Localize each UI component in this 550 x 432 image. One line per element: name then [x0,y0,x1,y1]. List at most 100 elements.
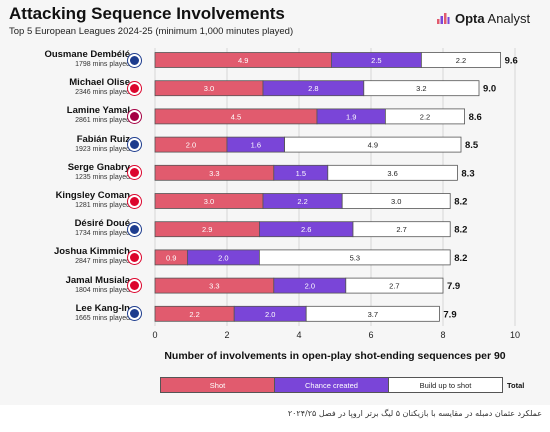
bar-value-label: 2.2 [189,310,199,319]
player-minutes: 1923 mins played [75,145,130,153]
x-tick-label: 6 [368,330,373,340]
player-name: Serge Gnabry [67,161,130,173]
x-axis-title: Number of involvements in open-play shot… [164,350,506,362]
brand-text: Opta Analyst [455,11,530,26]
bar-segment-build [384,108,465,125]
brand-bold: Opta [455,10,485,26]
legend-shot: Shot [161,378,275,392]
bar-value-label: 5.3 [350,253,360,262]
x-tick-label: 4 [296,330,301,340]
legend: Shot Chance created Build up to shot [160,377,503,393]
bar-segment-build [420,52,501,68]
x-tick-label: 10 [510,330,520,340]
brand-light: Analyst [484,10,531,26]
bar-value-label: 2.7 [389,282,399,291]
bar-value-label: 3.3 [209,282,219,291]
player-name: Fabián Ruiz [76,133,130,145]
player-name: Joshua Kimmich [53,246,130,258]
bar-value-label: 4.9 [238,56,248,65]
bar-value-label: 3.7 [368,310,378,319]
player-name: Ousmane Dembélé [44,49,130,60]
bar-value-label: 2.0 [218,253,228,262]
bar-value-label: 2.0 [265,310,275,319]
bar-value-label: 0.9 [166,253,176,262]
bar-value-label: 2.2 [456,56,466,65]
chart-title: Attacking Sequence Involvements [9,4,285,23]
club-badge-icon [128,81,141,95]
club-badge-icon [128,138,141,152]
opta-logo-icon [437,13,450,24]
club-badge-icon [128,307,141,321]
bar-segment-build [305,305,440,322]
player-minutes: 1804 mins played [75,286,130,294]
total-label: 7.9 [447,281,460,292]
bar-value-label: 2.8 [308,84,318,93]
player-minutes: 1665 mins played [75,314,130,322]
bar-segment-build [352,221,451,238]
x-tick-label: 2 [224,330,229,340]
bar-value-label: 2.5 [371,56,381,65]
player-name: Kingsley Coman [55,190,130,201]
x-tick-label: 8 [440,330,445,340]
player-name: Jamal Musiala [65,274,130,286]
bar-segment-build [341,193,451,209]
legend-build-up: Build up to shot [389,378,502,392]
club-badge-icon [128,53,141,67]
total-label: 8.2 [454,197,467,208]
bar-segment-build [345,277,444,294]
total-label: 9.6 [505,56,518,67]
legend-chance-created: Chance created [275,378,389,392]
chart-subtitle: Top 5 European Leagues 2024-25 (minimum … [9,26,294,37]
club-badge-icon [128,194,141,208]
club-badge-icon [128,279,141,293]
player-name: Lee Kang-In [75,302,130,314]
player-minutes: 2346 mins played [75,89,130,97]
bar-value-label: 2.2 [420,112,430,121]
bar-value-label: 2.0 [186,141,196,150]
player-minutes: 1281 mins played [75,202,130,209]
club-badge-icon [128,166,141,180]
opta-analyst-logo: Opta Analyst [436,10,530,26]
bar-value-label: 3.0 [204,197,214,206]
total-label: 8.6 [469,112,482,123]
bar-value-label: 3.0 [391,197,401,206]
player-minutes: 1235 mins played [75,173,130,181]
bar-value-label: 3.0 [204,84,214,93]
total-label: 8.2 [454,225,467,236]
total-label: 7.9 [443,309,456,320]
x-tick-label: 0 [152,330,157,340]
total-label: 8.2 [454,253,467,264]
bar-value-label: 1.9 [346,112,356,121]
player-minutes: 1734 mins played [75,230,130,238]
bar-value-label: 1.6 [251,141,261,150]
bar-segment-build [363,80,480,97]
bar-segment-build [327,164,458,181]
bar-value-label: 3.6 [387,169,397,178]
player-name: Lamine Yamal [66,105,130,117]
bar-value-label: 2.2 [297,197,307,206]
player-minutes: 2861 mins played [75,117,130,125]
bar-value-label: 2.6 [301,225,311,234]
bar-value-label: 4.5 [231,112,241,121]
total-label: 8.3 [461,168,474,179]
club-badge-icon [128,222,141,236]
player-name: Désiré Doué [74,218,130,230]
bar-value-label: 4.9 [368,141,378,150]
bar-value-label: 3.3 [209,169,219,178]
image-caption: عملکرد عثمان دمبله در مقایسه با بازیکنان… [287,409,542,418]
bar-value-label: 2.0 [305,282,315,291]
total-label: 9.0 [483,84,496,95]
bar-segment-build [284,136,462,153]
player-minutes: 2847 mins played [75,258,130,266]
total-label: 8.5 [465,140,479,151]
legend-total: Total [507,381,525,390]
stacked-bar-chart: 0 2 4 6 8 10 4.9 2.5 2.2 9.6 3.0 2.8 3.2 9.0 4.5 1.9 2.2… [152,48,520,340]
bar-value-label: 2.9 [202,225,212,234]
bar-segment-build [258,249,451,266]
club-badge-icon [128,109,141,123]
club-badge-icon [128,250,141,264]
player-name: Michael Olise [69,77,130,89]
player-minutes: 1798 mins played [75,61,130,68]
bar-value-label: 3.2 [416,84,426,93]
bar-value-label: 2.7 [396,225,406,234]
